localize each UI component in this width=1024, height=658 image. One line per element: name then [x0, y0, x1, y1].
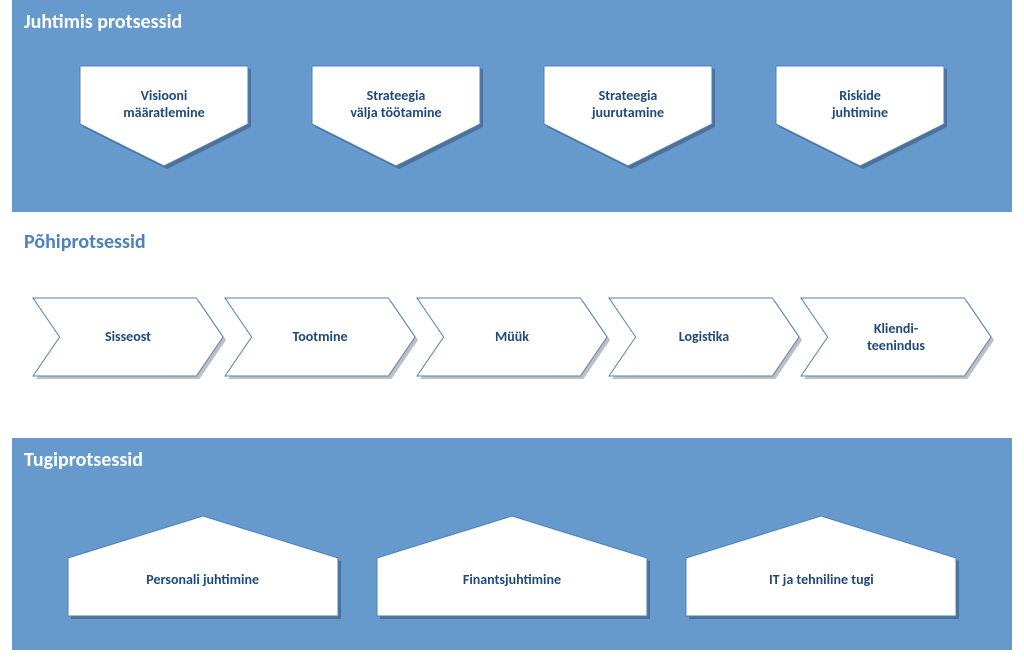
diagram-container: Juhtimis protsessid Visiooni määratlemin… [0, 0, 1024, 658]
shape-support-0: Personali juhtimine [68, 516, 338, 616]
shape-core-2: Müük [417, 298, 607, 376]
up-pentagon-icon [68, 516, 338, 616]
shape-core-0: Sisseost [33, 298, 223, 376]
up-pentagon-icon [377, 516, 647, 616]
shape-management-1: Strateegia välja töötamine [312, 66, 480, 166]
down-pentagon-icon [544, 66, 712, 166]
section-core: Põhiprotsessid SisseostTootmineMüükLogis… [12, 220, 1012, 430]
shape-management-0: Visiooni määratlemine [80, 66, 248, 166]
section-title-management: Juhtimis protsessid [24, 10, 182, 34]
chevron-icon [33, 298, 223, 376]
chevron-icon [609, 298, 799, 376]
chevron-icon [225, 298, 415, 376]
down-pentagon-icon [312, 66, 480, 166]
shape-core-3: Logistika [609, 298, 799, 376]
up-pentagon-icon [686, 516, 956, 616]
section-support: Tugiprotsessid Personali juhtimine Finant… [12, 438, 1012, 650]
section-title-core: Põhiprotsessid [24, 230, 146, 254]
shape-management-2: Strateegia juurutamine [544, 66, 712, 166]
shapes-row-management: Visiooni määratlemine Strateegia välja tö… [12, 66, 1012, 166]
shapes-row-core: SisseostTootmineMüükLogistikaKliendi- te… [12, 298, 1012, 376]
shape-support-2: IT ja tehniline tugi [686, 516, 956, 616]
down-pentagon-icon [776, 66, 944, 166]
shape-management-3: Riskide juhtimine [776, 66, 944, 166]
shape-support-1: Finantsjuhtimine [377, 516, 647, 616]
shapes-row-support: Personali juhtimine Finantsjuhtimine IT ja… [12, 516, 1012, 616]
section-management: Juhtimis protsessid Visiooni määratlemin… [12, 0, 1012, 212]
down-pentagon-icon [80, 66, 248, 166]
section-title-support: Tugiprotsessid [24, 448, 143, 472]
chevron-icon [801, 298, 991, 376]
shape-core-1: Tootmine [225, 298, 415, 376]
shape-core-4: Kliendi- teenindus [801, 298, 991, 376]
chevron-icon [417, 298, 607, 376]
